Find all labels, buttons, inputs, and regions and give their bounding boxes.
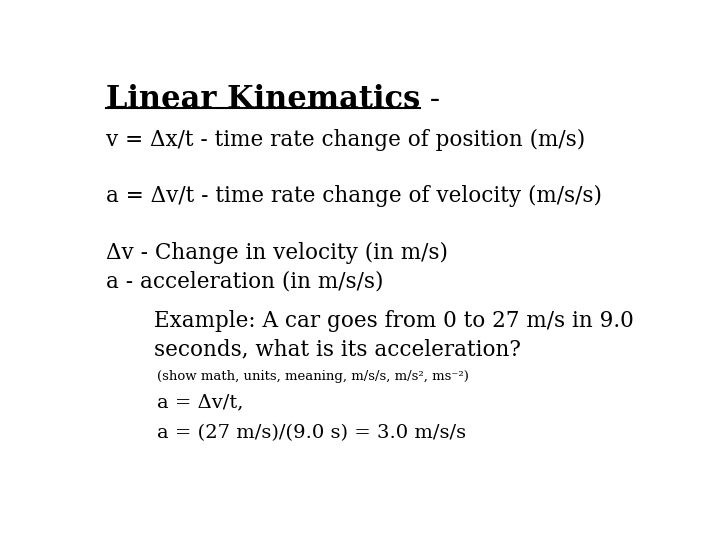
Text: (show math, units, meaning, m/s/s, m/s², ms⁻²): (show math, units, meaning, m/s/s, m/s²,… [157,370,469,383]
Text: Example: A car goes from 0 to 27 m/s in 9.0
seconds, what is its acceleration?: Example: A car goes from 0 to 27 m/s in … [154,310,634,360]
Text: a = Δv/t,: a = Δv/t, [157,393,243,411]
Text: Δv - Change in velocity (in m/s): Δv - Change in velocity (in m/s) [106,241,448,264]
Text: a - acceleration (in m/s/s): a - acceleration (in m/s/s) [106,271,383,293]
Text: Linear Kinematics: Linear Kinematics [106,84,420,114]
Text: a = (27 m/s)/(9.0 s) = 3.0 m/s/s: a = (27 m/s)/(9.0 s) = 3.0 m/s/s [157,424,466,442]
Text: -: - [420,84,440,114]
Text: a = Δv/t - time rate change of velocity (m/s/s): a = Δv/t - time rate change of velocity … [106,185,602,207]
Text: v = Δx/t - time rate change of position (m/s): v = Δx/t - time rate change of position … [106,129,585,151]
